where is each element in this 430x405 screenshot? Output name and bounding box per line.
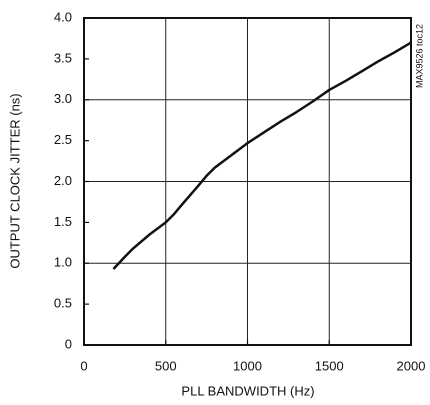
y-tick-label: 3.5 <box>54 50 72 65</box>
y-tick-label: 4.0 <box>54 9 72 24</box>
annotation: MAX9526 toc12 <box>414 24 424 88</box>
x-tick-label: 500 <box>155 358 177 373</box>
y-axis-title: OUTPUT CLOCK JITTER (ns) <box>7 93 22 268</box>
x-tick-label: 2000 <box>397 358 426 373</box>
y-tick-label: 1.5 <box>54 214 72 229</box>
y-tick-label: 2.0 <box>54 173 72 188</box>
x-tick-label: 1500 <box>315 358 344 373</box>
y-tick-label: 0.5 <box>54 296 72 311</box>
y-tick-label: 3.0 <box>54 91 72 106</box>
x-tick-label: 0 <box>80 358 87 373</box>
y-tick-label: 2.5 <box>54 132 72 147</box>
y-tick-label: 1.0 <box>54 255 72 270</box>
x-axis-title: PLL BANDWIDTH (Hz) <box>181 383 314 398</box>
x-tick-label: 1000 <box>233 358 262 373</box>
y-tick-label: 0 <box>65 336 72 351</box>
data-line <box>112 41 412 270</box>
